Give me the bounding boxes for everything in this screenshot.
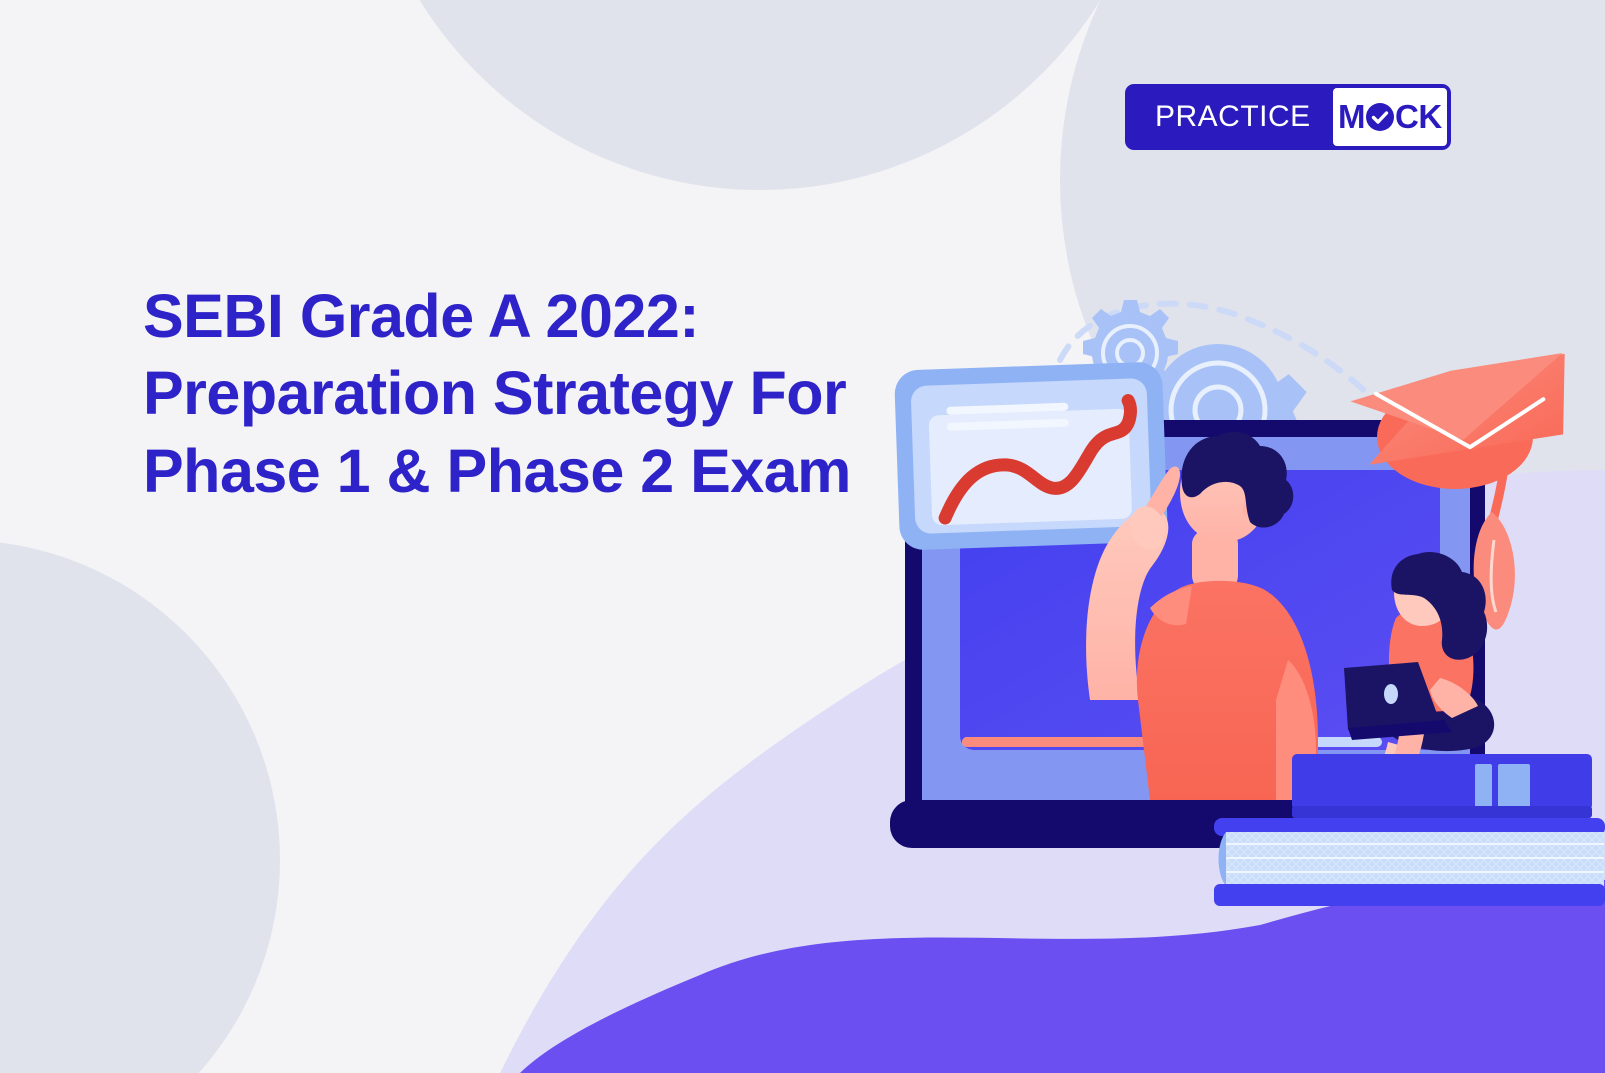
logo-left-block: PRACTICE bbox=[1125, 84, 1333, 150]
book-top-edge bbox=[1292, 806, 1592, 818]
logo-mock-ck: CK bbox=[1395, 98, 1442, 135]
practicemock-logo[interactable]: PRACTICE M CK bbox=[1125, 84, 1451, 150]
presenter-fist bbox=[1130, 506, 1166, 550]
board-line-2 bbox=[946, 418, 1069, 431]
book-mid-spine bbox=[1218, 832, 1226, 886]
presenter-shoulder-highlight bbox=[1150, 586, 1192, 626]
presenter-character bbox=[1086, 431, 1318, 800]
decor-wave-purple bbox=[520, 875, 1605, 1073]
student-arm bbox=[1430, 678, 1478, 718]
book-top-label-b bbox=[1498, 764, 1530, 808]
presenter-hair bbox=[1181, 431, 1294, 528]
logo-mock-text: M CK bbox=[1338, 98, 1442, 136]
book-mid-page-lines bbox=[1226, 843, 1604, 873]
graduation-cap-icon bbox=[1350, 352, 1565, 630]
chart-trend-line bbox=[938, 394, 1137, 525]
page-title: SEBI Grade A 2022: Preparation Strategy … bbox=[143, 281, 851, 505]
cap-crease-highlight bbox=[1373, 391, 1546, 450]
logo-practice-text: PRACTICE bbox=[1155, 100, 1311, 133]
logo-right-block: M CK bbox=[1332, 88, 1447, 146]
book-mid-cover bbox=[1214, 818, 1605, 836]
board-line-1 bbox=[946, 402, 1069, 415]
book-top-cover bbox=[1292, 754, 1592, 810]
cap-tassel-highlight bbox=[1489, 539, 1498, 613]
student-laptop-base bbox=[1348, 720, 1452, 740]
cap-board-left bbox=[1350, 352, 1563, 440]
book-stack bbox=[1214, 754, 1605, 906]
presenter-neck bbox=[1192, 530, 1238, 590]
student-laptop-logo bbox=[1384, 684, 1398, 704]
logo-mock-m: M bbox=[1338, 98, 1366, 135]
decor-circle-top-left bbox=[419, 0, 1101, 190]
check-circle-icon bbox=[1365, 102, 1395, 132]
presenter-arm bbox=[1086, 508, 1169, 700]
presenter-shirt bbox=[1136, 580, 1318, 800]
student-character bbox=[1329, 552, 1495, 847]
book-bottom-cover bbox=[1214, 884, 1605, 906]
student-hair bbox=[1391, 552, 1488, 660]
decor-circle-bottom-left bbox=[0, 542, 280, 1073]
whiteboard-chart-panel bbox=[894, 362, 1168, 550]
book-top-label-a bbox=[1475, 764, 1492, 808]
